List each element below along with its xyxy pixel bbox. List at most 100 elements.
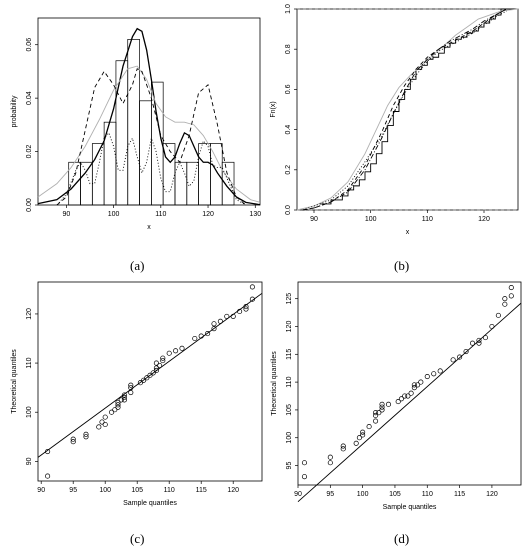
p3-x-tick-label: 110 <box>422 491 433 498</box>
p2-plot-frame <box>37 281 263 482</box>
p3-x-tick-label: 90 <box>294 491 302 498</box>
p3-qq-point <box>356 435 362 441</box>
p0-y-tick-label: 0.04 <box>26 91 33 105</box>
p1-ecdf-step-line <box>319 8 516 205</box>
p3-qq-point <box>353 440 359 446</box>
p2-qq-point <box>102 414 108 420</box>
p2-qq-point <box>157 362 163 369</box>
p2-qq-point <box>115 404 121 410</box>
p2-qq-point <box>96 424 102 430</box>
p3-qq-point <box>424 373 430 380</box>
p3-qq-point <box>376 410 382 416</box>
p3-qq-point <box>379 404 385 410</box>
p2-qq-point <box>83 431 89 437</box>
p3-y-tick-label: 100 <box>286 432 293 444</box>
p0-y-tick-label: 0.00 <box>26 198 33 212</box>
p1-x-tick-label: 110 <box>422 216 433 223</box>
p3-qq-point <box>508 293 514 299</box>
p3-qq-point <box>502 301 508 307</box>
p3-qq-fit-line <box>297 302 522 503</box>
p2-qq-point <box>121 397 127 403</box>
p2-y-axis-label: Theoretical quantiles <box>11 349 18 414</box>
p2-qq-point <box>70 436 76 442</box>
p3-qq-point <box>415 382 421 388</box>
p0-x-tick-label: 110 <box>155 211 166 218</box>
p3-qq-point <box>327 454 333 460</box>
p1-series-line-0 <box>296 8 519 211</box>
p3-qq-point <box>402 393 408 399</box>
p2-qq-point <box>109 409 115 415</box>
p2-qq-point <box>166 350 172 356</box>
p3-qq-point <box>411 385 417 391</box>
panel-label-c: (c) <box>130 531 145 546</box>
p3-plot-frame <box>297 281 522 486</box>
p2-qq-point <box>137 380 143 386</box>
p2-qq-point <box>102 421 108 428</box>
p3-qq-point <box>379 401 385 407</box>
p2-qq-point <box>179 345 185 351</box>
p3-qq-point <box>463 348 469 355</box>
p1-x-tick-label: 120 <box>478 216 490 223</box>
p0-series-line-2 <box>56 68 247 206</box>
p1-series-line-1 <box>302 8 507 211</box>
p3-qq-point <box>457 354 463 360</box>
p3-x-tick-label: 115 <box>454 491 465 498</box>
p0-histogram-bar <box>127 39 140 206</box>
p2-qq-point <box>128 390 134 396</box>
p2-qq-point <box>115 402 121 408</box>
p3-qq-point <box>340 443 346 449</box>
p2-qq-point <box>249 284 255 290</box>
p2-qq-point <box>160 358 166 364</box>
p2-qq-point <box>128 382 134 388</box>
p0-histogram-bar <box>221 161 235 206</box>
p3-y-tick-label: 125 <box>286 293 293 305</box>
p2-qq-point <box>115 399 121 405</box>
p3-qq-point <box>431 371 437 377</box>
p2-qq-point <box>99 419 105 425</box>
p2-qq-point <box>173 348 179 354</box>
p3-x-tick-label: 120 <box>486 491 498 498</box>
p2-qq-point <box>121 394 127 401</box>
p2-x-axis-label: Sample quantiles <box>123 500 177 507</box>
p3-qq-point <box>476 337 482 343</box>
p3-qq-point <box>301 460 308 466</box>
p3-qq-point <box>385 401 392 407</box>
p3-qq-point <box>395 399 401 405</box>
p0-histogram-bar <box>186 161 199 206</box>
p0-y-tick-label: 0.02 <box>26 145 33 159</box>
p3-qq-point <box>508 285 514 291</box>
p3-qq-point <box>495 312 501 318</box>
p3-y-axis-label: Theoretical quantiles <box>271 351 278 416</box>
p3-x-tick-label: 105 <box>389 491 401 498</box>
p0-histogram-bar <box>198 143 211 206</box>
p0-series-line-0 <box>37 27 261 206</box>
p3-x-tick-label: 100 <box>357 491 369 498</box>
p3-qq-point <box>502 296 508 302</box>
p1-y-tick-label: 0.2 <box>285 165 292 175</box>
p3-y-tick-label: 105 <box>286 404 293 416</box>
p1-x-axis-label: x <box>406 229 410 236</box>
p2-qq-point <box>112 407 118 413</box>
panel-label-b: (b) <box>394 258 410 273</box>
p3-y-tick-label: 120 <box>286 321 293 333</box>
p3-qq-point <box>340 446 346 452</box>
p3-qq-point <box>301 474 308 480</box>
p1-x-tick-label: 100 <box>365 216 377 223</box>
p3-qq-point <box>405 393 411 399</box>
p1-series-line-2 <box>302 10 507 211</box>
p3-qq-point <box>408 390 414 396</box>
p2-y-tick-label: 100 <box>26 406 33 418</box>
p2-qq-fit-line <box>37 292 263 458</box>
p1-y-tick-label: 1.0 <box>285 4 292 14</box>
p1-x-tick-label: 90 <box>310 216 318 223</box>
p3-y-tick-label: 110 <box>286 376 293 387</box>
p3-y-tick-label: 115 <box>286 349 293 360</box>
p2-y-tick-label: 110 <box>26 357 33 368</box>
p0-x-axis-label: x <box>147 224 151 231</box>
p3-qq-point <box>373 412 379 419</box>
p3-qq-point <box>373 418 379 424</box>
p2-x-tick-label: 110 <box>164 487 175 494</box>
p2-qq-point <box>160 355 166 361</box>
p0-y-tick-label: 0.06 <box>26 38 33 52</box>
